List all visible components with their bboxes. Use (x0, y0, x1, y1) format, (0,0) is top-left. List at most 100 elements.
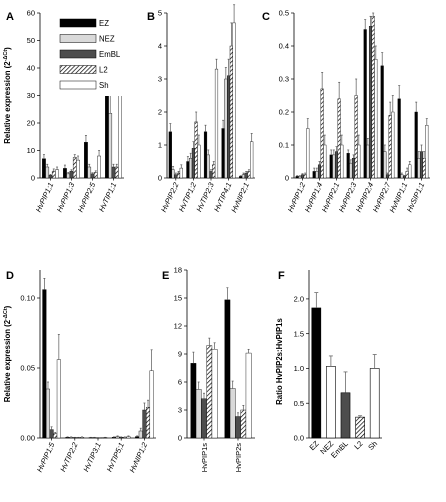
bar-EmBL (351, 157, 356, 179)
bar-Sh (369, 368, 380, 439)
y-tick-label: 0 (285, 174, 289, 183)
x-tick-label: L2 (352, 439, 364, 451)
legend-swatch-Sh (59, 80, 97, 90)
bar-L2 (405, 171, 409, 179)
bar-L2 (176, 172, 181, 179)
x-tick-label: HvTIP1;1 (97, 181, 118, 213)
bar-EmBL (201, 398, 207, 439)
legend-label-L2: L2 (99, 66, 108, 75)
bar-Sh (250, 141, 254, 179)
bar-Sh (211, 349, 218, 439)
legend-swatch-L2 (59, 65, 97, 74)
bar-L2 (354, 95, 358, 179)
y-tick-label: 1.5 (294, 329, 304, 338)
bar-EmBL (111, 166, 116, 179)
bar-Sh (425, 124, 429, 179)
bar-NEZ (383, 151, 387, 179)
panel-label-D: D (6, 270, 14, 282)
x-tick-label: HvPIP1;5 (35, 440, 57, 473)
bar-Sh (391, 111, 395, 179)
y-tick-label: 15 (174, 294, 182, 303)
bar-Sh (76, 159, 80, 179)
y-tick-label: 10 (27, 146, 35, 155)
y-tick-label: 0.4 (279, 42, 289, 51)
bar-L2 (146, 407, 151, 439)
bar-EmBL (334, 151, 339, 179)
x-tick-label: HvPIP2;5 (76, 180, 98, 213)
bar-EZ (221, 128, 225, 179)
bar-NEZ (171, 169, 175, 179)
bar-L2 (206, 345, 213, 439)
panel-label-E: E (162, 270, 169, 282)
bar-NEZ (315, 171, 319, 179)
bar-L2 (114, 166, 119, 179)
x-tick-label: HvPIP1s (200, 443, 209, 472)
bar-Sh (306, 128, 310, 179)
bar-EZ (224, 299, 231, 439)
bar-L2 (93, 172, 98, 179)
y-tick-label: 50 (27, 36, 35, 45)
y-tick-label: 1.0 (294, 364, 304, 373)
bar-L2 (303, 174, 307, 179)
bar-Sh (408, 164, 412, 179)
bar-Sh (245, 352, 252, 439)
bar-EZ (42, 289, 47, 439)
bar-EZ (312, 171, 316, 179)
bar-EmBL (49, 429, 54, 439)
bar-NEZ (189, 157, 193, 179)
bar-EZ (329, 154, 333, 179)
bar-NEZ (69, 437, 74, 439)
bar-NEZ (400, 174, 404, 179)
y-tick-label: 0.1 (279, 141, 289, 150)
bar-EZ (168, 131, 172, 179)
bar-NEZ (349, 162, 353, 179)
bar-Sh (55, 169, 59, 179)
bar-NEZ (87, 166, 92, 179)
bar-EmBL (227, 75, 231, 179)
bar-L2 (194, 121, 198, 179)
bar-EmBL (317, 164, 322, 179)
bar-EZ (63, 168, 67, 179)
bar-EZ (203, 131, 208, 179)
legend-label-NEZ: NEZ (99, 35, 115, 44)
bar-EZ (186, 161, 190, 179)
legend-label-Sh: Sh (99, 81, 109, 90)
bar-Sh (374, 59, 378, 179)
bar-EmBL (300, 174, 305, 179)
y-axis-label: Relative expression (2-ΔCt) (3, 305, 12, 402)
bar-L2 (388, 115, 392, 179)
bar-EmBL (244, 172, 248, 179)
panel-B: B012345HvPIP2;2HvTIP1;2HvTIP2;3HvTIP4;1H… (147, 4, 255, 214)
bar-EZ (311, 307, 322, 439)
y-tick-label: 30 (27, 91, 35, 100)
x-tick-label: Sh (366, 439, 379, 452)
legend-swatch-EmBL (59, 49, 97, 59)
x-tick-label: HvPIP1;3 (55, 180, 77, 213)
bar-Sh (323, 144, 327, 179)
bar-EZ (111, 437, 116, 439)
bar-L2 (371, 16, 375, 179)
bar-L2 (422, 157, 426, 179)
bar-NEZ (45, 166, 50, 179)
y-tick-label: 2 (158, 108, 162, 117)
x-tick-label: HvPIP1;1 (34, 181, 56, 214)
bar-L2 (72, 157, 77, 179)
legend-label-EmBL: EmBL (99, 50, 121, 59)
x-tick-label: HvPIP2s (234, 443, 243, 472)
y-tick-label: 0.3 (279, 75, 289, 84)
bar-Sh (232, 22, 236, 179)
bar-EZ (84, 142, 88, 179)
x-tick-label: EmBL (329, 439, 350, 460)
bar-NEZ (298, 176, 302, 179)
bar-L2 (229, 45, 233, 179)
y-tick-label: 0.5 (279, 9, 289, 18)
bar-L2 (320, 88, 324, 179)
bar-EmBL (191, 148, 195, 179)
bar-Sh (179, 167, 183, 179)
y-tick-label: 1 (158, 141, 162, 150)
bar-L2 (240, 409, 247, 439)
bar-EmBL (368, 26, 373, 179)
bar-L2 (337, 98, 341, 179)
